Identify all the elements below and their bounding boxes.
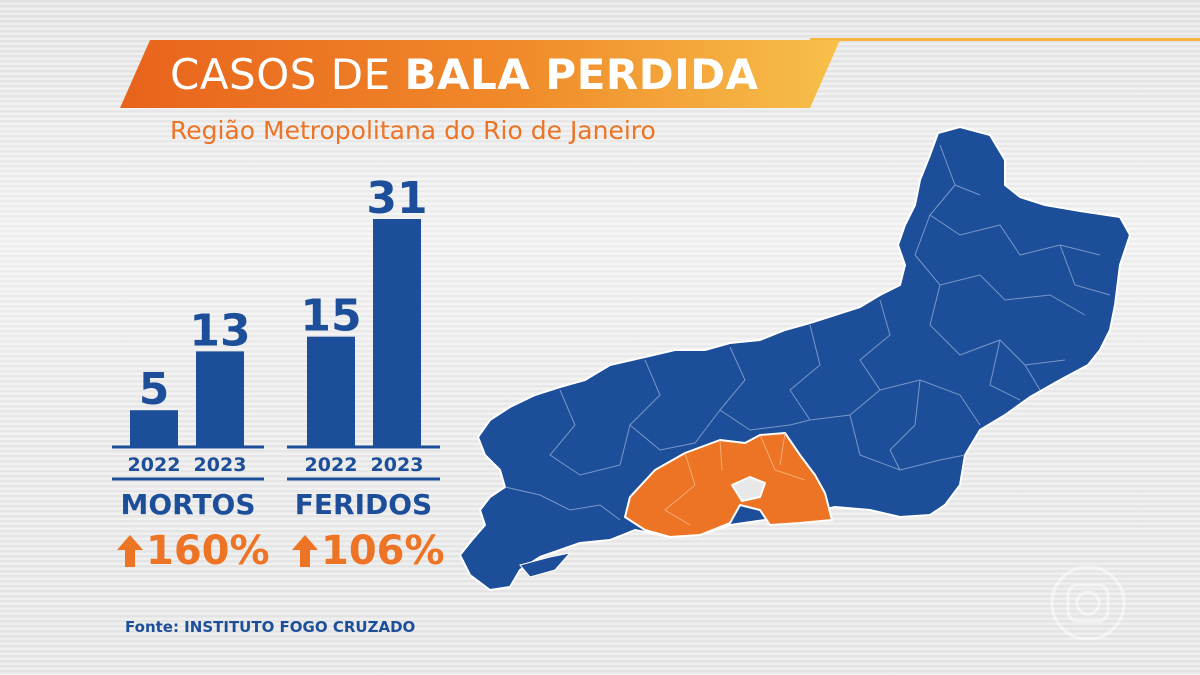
bar	[373, 219, 421, 447]
tick-label: 2022	[305, 454, 358, 476]
up-arrow-icon	[117, 535, 143, 567]
tick-label: 2023	[371, 454, 424, 476]
data-label: 31	[366, 173, 427, 224]
change-feridos: 106%	[291, 528, 445, 574]
title-regular: CASOS DE	[170, 50, 405, 99]
title-accent-line	[810, 38, 1200, 41]
data-label: 13	[189, 305, 250, 356]
rio-state-map-icon	[460, 126, 1131, 591]
bar	[130, 410, 178, 447]
tick-label: 2022	[128, 454, 181, 476]
tick-label: 2023	[194, 454, 247, 476]
globo-logo-icon	[1050, 565, 1126, 641]
change-mortos: 160%	[116, 528, 270, 574]
up-arrow-icon	[292, 535, 318, 567]
chart-label-mortos: MORTOS	[120, 488, 256, 521]
title-band-shape	[120, 40, 840, 108]
change-feridos-value: 106%	[321, 528, 445, 574]
data-label: 5	[139, 364, 170, 415]
change-mortos-value: 160%	[146, 528, 270, 574]
page-title: CASOS DE BALA PERDIDA	[170, 47, 759, 103]
state-shape	[460, 126, 1131, 591]
chart-label-feridos: FERIDOS	[294, 488, 433, 521]
data-label: 15	[300, 291, 361, 342]
title-bold: BALA PERDIDA	[404, 50, 759, 99]
source-note: Fonte: INSTITUTO FOGO CRUZADO	[125, 618, 416, 636]
bar	[196, 351, 244, 447]
metro-region-shape	[624, 432, 833, 538]
page-subtitle: Região Metropolitana do Rio de Janeiro	[170, 116, 656, 145]
title-band	[0, 40, 840, 108]
bar	[307, 336, 355, 447]
bar-charts: 5 2022 13 2023 15 2022 31 2023	[112, 173, 440, 481]
